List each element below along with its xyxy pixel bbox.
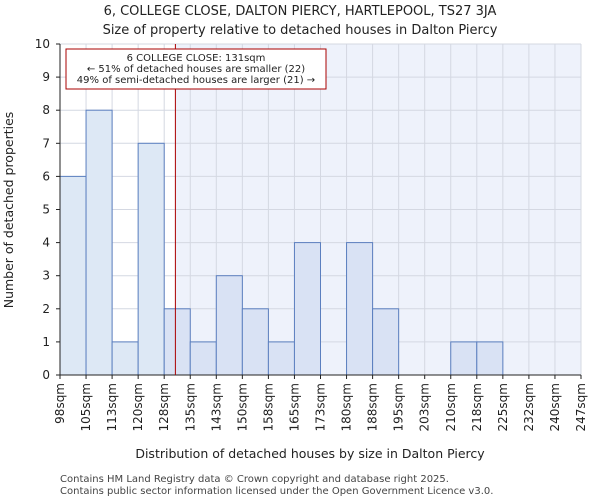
bar-135sqm [189, 341, 217, 376]
bar-158sqm [267, 341, 295, 376]
y-tick-label: 9 [42, 70, 50, 84]
annotation-frame [65, 48, 327, 90]
bar-165sqm [293, 242, 322, 376]
chart-title: 6, COLLEGE CLOSE, DALTON PIERCY, HARTLEP… [104, 4, 497, 19]
annotation-line-1: 6 COLLEGE CLOSE: 131sqm [127, 53, 266, 64]
annotation-box: 6 COLLEGE CLOSE: 131sqm ← 51% of detache… [65, 48, 327, 90]
annotation-line-2: ← 51% of detached houses are smaller (22… [87, 64, 305, 75]
x-tick-label: 180sqm [340, 383, 354, 431]
y-tick-label: 10 [35, 37, 50, 51]
bar-143sqm [215, 275, 243, 376]
y-tick-label: 7 [42, 136, 50, 150]
y-tick-label: 4 [42, 236, 50, 250]
y-tick-label: 3 [42, 269, 50, 283]
y-tick-label: 1 [42, 335, 50, 349]
bar-218sqm [476, 341, 504, 376]
bar-150sqm [241, 308, 269, 376]
x-tick-label: 113sqm [105, 383, 119, 431]
bar-210sqm [450, 341, 478, 376]
y-tick-label: 6 [42, 169, 50, 183]
x-tick-label: 135sqm [183, 383, 197, 431]
bar-180sqm [346, 242, 374, 376]
y-tick-label: 5 [42, 203, 50, 217]
x-tick-label: 203sqm [418, 383, 432, 431]
x-tick-label: 120sqm [131, 383, 145, 431]
bar-128sqm [163, 308, 191, 376]
x-tick-label: 218sqm [470, 383, 484, 431]
bar-105sqm [85, 109, 113, 376]
y-tick-label: 0 [42, 368, 50, 382]
bar-113sqm [111, 341, 139, 376]
bar-98sqm [59, 175, 87, 376]
x-tick-label: 173sqm [314, 383, 328, 431]
x-tick-label: 150sqm [235, 383, 249, 431]
y-axis-label: Number of detached properties [1, 112, 16, 309]
x-tick-label: 247sqm [574, 383, 588, 431]
x-axis-label: Distribution of detached houses by size … [135, 446, 485, 461]
footer-line-1: Contains HM Land Registry data © Crown c… [60, 474, 449, 485]
x-tick-label: 128sqm [157, 383, 171, 431]
y-tick-label: 2 [42, 302, 50, 316]
bar-120sqm [137, 142, 165, 376]
annotation-line-3: 49% of semi-detached houses are larger (… [77, 75, 315, 86]
x-tick-label: 98sqm [53, 383, 67, 424]
x-tick-label: 232sqm [522, 383, 536, 431]
chart-subtitle: Size of property relative to detached ho… [103, 23, 498, 38]
x-tick-label: 195sqm [392, 383, 406, 431]
x-tick-label: 105sqm [79, 383, 93, 431]
x-tick-label: 165sqm [287, 383, 301, 431]
y-tick-label: 8 [42, 103, 50, 117]
x-tick-label: 240sqm [548, 383, 562, 431]
bar-188sqm [372, 308, 400, 376]
x-tick-label: 210sqm [444, 383, 458, 431]
x-tick-label: 158sqm [261, 383, 275, 431]
x-tick-label: 188sqm [366, 383, 380, 431]
x-tick-label: 225sqm [496, 383, 510, 431]
x-tick-label: 143sqm [209, 383, 223, 431]
footer-line-2: Contains public sector information licen… [60, 486, 493, 497]
